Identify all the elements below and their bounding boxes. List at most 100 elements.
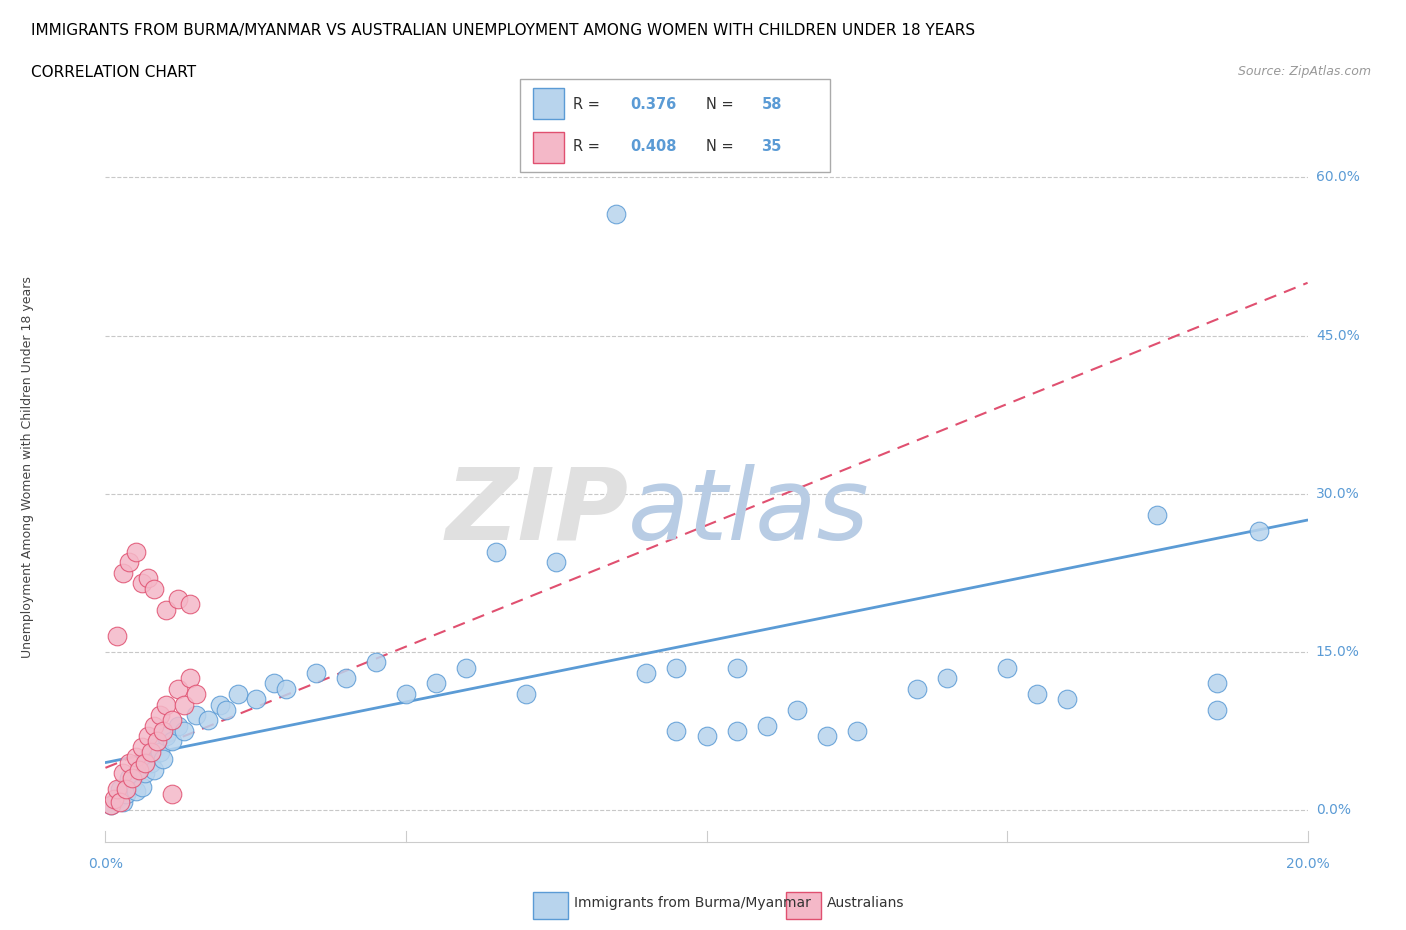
Text: 35: 35 <box>762 140 782 154</box>
Text: 60.0%: 60.0% <box>1316 170 1360 184</box>
Point <box>173 698 195 712</box>
Point <box>155 603 177 618</box>
Point <box>425 676 447 691</box>
Point <box>179 597 201 612</box>
Text: N =: N = <box>706 140 738 154</box>
Point <box>364 655 387 670</box>
Point <box>124 784 146 799</box>
Point <box>112 565 135 580</box>
Text: 0.0%: 0.0% <box>89 857 122 871</box>
Point <box>936 671 959 685</box>
Bar <box>533 132 564 163</box>
Point <box>148 745 170 760</box>
Point <box>197 713 219 728</box>
Point <box>179 671 201 685</box>
Point <box>118 771 141 786</box>
Point <box>131 576 153 591</box>
Point <box>208 698 231 712</box>
Point <box>245 692 267 707</box>
Point <box>605 206 627 221</box>
Point <box>112 765 135 780</box>
Point <box>128 763 150 777</box>
Point <box>1146 508 1168 523</box>
Point <box>100 797 122 812</box>
Point <box>173 724 195 738</box>
Point <box>155 729 177 744</box>
Point <box>118 555 141 570</box>
Point <box>546 555 568 570</box>
Point <box>160 734 183 749</box>
Text: Unemployment Among Women with Children Under 18 years: Unemployment Among Women with Children U… <box>21 276 34 658</box>
Point <box>274 682 297 697</box>
Point <box>139 755 162 770</box>
Text: 0.0%: 0.0% <box>1316 803 1351 817</box>
Point <box>160 787 183 802</box>
Point <box>128 761 150 776</box>
Point <box>263 676 285 691</box>
Text: atlas: atlas <box>628 464 870 561</box>
Point <box>155 698 177 712</box>
Point <box>142 581 165 596</box>
Point <box>1026 686 1049 701</box>
Point <box>124 750 146 764</box>
Text: N =: N = <box>706 97 738 112</box>
Text: Immigrants from Burma/Myanmar: Immigrants from Burma/Myanmar <box>574 896 811 910</box>
Point <box>134 755 156 770</box>
Point <box>115 787 138 802</box>
Text: 15.0%: 15.0% <box>1316 644 1360 658</box>
Point <box>107 792 129 807</box>
Text: Australians: Australians <box>827 896 904 910</box>
Text: 30.0%: 30.0% <box>1316 486 1360 500</box>
Text: 45.0%: 45.0% <box>1316 328 1360 342</box>
Text: ZIP: ZIP <box>446 464 628 561</box>
Point <box>395 686 418 701</box>
Point <box>1249 524 1271 538</box>
Point <box>1056 692 1078 707</box>
Text: R =: R = <box>572 140 605 154</box>
Point <box>214 702 236 717</box>
Point <box>134 765 156 780</box>
Bar <box>533 892 568 919</box>
Point <box>139 745 162 760</box>
Point <box>815 729 838 744</box>
Point <box>636 666 658 681</box>
Point <box>755 718 778 733</box>
Point <box>145 734 167 749</box>
Point <box>305 666 328 681</box>
Point <box>725 660 748 675</box>
Point <box>121 771 143 786</box>
Point <box>226 686 249 701</box>
Point <box>665 724 688 738</box>
Bar <box>786 892 821 919</box>
Point <box>335 671 357 685</box>
Text: IMMIGRANTS FROM BURMA/MYANMAR VS AUSTRALIAN UNEMPLOYMENT AMONG WOMEN WITH CHILDR: IMMIGRANTS FROM BURMA/MYANMAR VS AUSTRAL… <box>31 23 974 38</box>
Text: 20.0%: 20.0% <box>1285 857 1330 871</box>
Point <box>100 797 122 812</box>
Text: 58: 58 <box>762 97 782 112</box>
Text: R =: R = <box>572 97 605 112</box>
Point <box>696 729 718 744</box>
Point <box>665 660 688 675</box>
Point <box>184 708 207 723</box>
Point <box>145 739 167 754</box>
Point <box>115 781 138 796</box>
Point <box>142 718 165 733</box>
Point <box>725 724 748 738</box>
Point <box>118 755 141 770</box>
Bar <box>533 88 564 119</box>
Point <box>121 777 143 791</box>
Point <box>786 702 808 717</box>
Point <box>107 781 129 796</box>
Point <box>142 763 165 777</box>
Point <box>166 718 188 733</box>
Point <box>107 629 129 644</box>
Point <box>152 752 174 767</box>
Point <box>152 724 174 738</box>
Point <box>166 682 188 697</box>
Point <box>485 544 508 559</box>
Text: 0.376: 0.376 <box>630 97 676 112</box>
Point <box>103 792 125 807</box>
Point <box>136 750 159 764</box>
Point <box>456 660 478 675</box>
Point <box>515 686 537 701</box>
